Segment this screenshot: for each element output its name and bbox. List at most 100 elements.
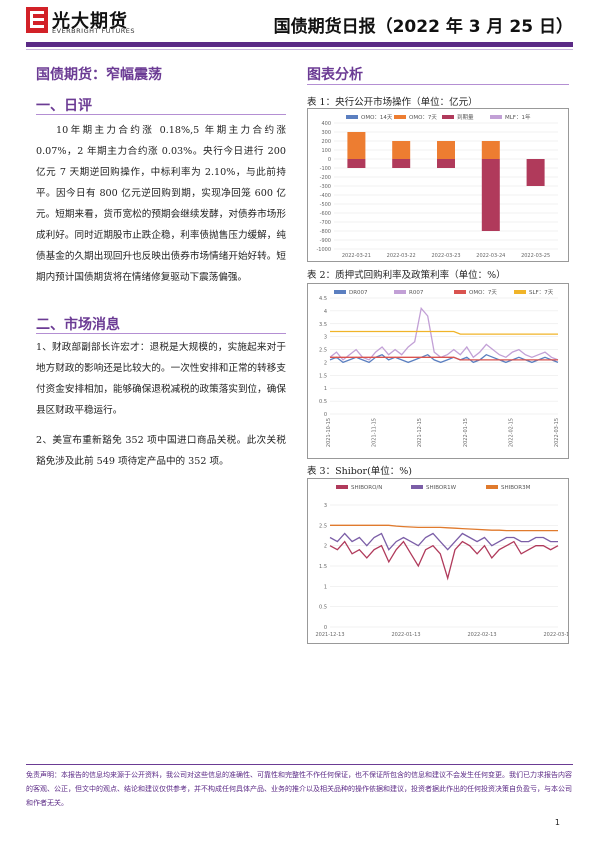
bar [392,141,411,159]
y-tick-label: -300 [320,184,331,190]
y-tick-label: -200 [320,175,331,181]
legend-swatch [336,485,348,489]
x-tick-label: 2022-03-24 [476,253,505,259]
x-tick-label: 2022-03-21 [342,253,371,259]
x-tick-label: 2021-10-15 [326,418,332,447]
legend-swatch [394,290,406,294]
series-line [329,540,559,581]
everbright-logo-icon [26,7,48,33]
y-tick-label: 4.5 [319,296,327,302]
y-tick-label: 200 [321,139,331,145]
y-tick-label: 0.5 [319,605,327,611]
section1-underline [36,114,286,115]
legend-label: 到期量 [457,114,474,121]
chart2-container: 4.5 4 3.5 3 2.5 2 1.5 1 0.5 0 2021-10-15 2021-11-15… [307,283,569,459]
y-tick-label: 2 [324,544,327,550]
section2-underline [36,333,286,334]
y-tick-label: -800 [320,229,331,235]
legend-label: OMO：14天 [361,114,393,121]
bar [392,159,411,168]
bar [481,159,500,231]
y-tick-label: 3.5 [319,322,327,328]
disclaimer-text: 免责声明：本报告的信息均来源于公开资料，我公司对这些信息的准确性、可靠性和完整性… [26,771,572,807]
page-number: 1 [554,818,560,827]
y-tick-label: 100 [321,148,331,154]
series-line [330,356,558,361]
main-title: 国债期货：窄幅震荡 [36,67,162,83]
header-thin-divider [26,49,573,50]
y-tick-label: 300 [321,130,331,136]
x-tick-label: 2022-02-13 [467,632,496,638]
legend-label: SHIBOR1W [426,485,457,491]
y-tick-label: 0 [324,412,327,418]
charts-section-underline [307,84,569,85]
section2-title: 二、市场消息 [36,317,120,333]
y-tick-label: -1000 [316,247,331,253]
news-item-1: 1、财政部副部长许宏才：退税是大规模的，实施起来对于地方财政的影响还是比较大的。… [36,342,286,416]
series-line [329,532,558,551]
y-tick-label: -500 [320,202,331,208]
y-tick-label: 0 [324,625,327,631]
bar [481,141,500,159]
bar [526,159,545,186]
y-tick-label: 3 [324,335,327,341]
legend-swatch [454,290,466,294]
y-tick-label: 4 [324,309,327,315]
chart1-omo-bar-chart: 400 300 200 100 0 -100 -200 -300 -400 -500 -600 -70… [316,113,558,259]
legend-label: MLF：1年 [505,113,531,121]
x-tick-label: 2022-01-15 [463,418,469,447]
charts-section-title: 图表分析 [307,67,363,83]
y-tick-label: 0.5 [319,399,327,405]
news-item-2: 2、美宣布重新豁免 352 项中国进口商品关税。此次关税豁免涉及此前 549 项… [36,435,286,467]
x-tick-label: 2021-11-15 [372,418,378,447]
section1-title: 一、日评 [36,98,92,114]
y-tick-label: -400 [320,193,331,199]
y-tick-label: 2.5 [319,523,327,529]
legend-label: DR007 [349,290,368,296]
report-title: 国债期货日报（2022 年 3 月 25 日） [273,17,573,37]
series-line [330,524,558,532]
legend-label: SHIBOR3M [501,485,531,491]
y-tick-label: -600 [320,211,331,217]
series-line [330,330,558,335]
x-tick-label: 2021-12-15 [417,418,423,447]
x-tick-label: 2022-03-15 [554,418,560,447]
logo-text-cn: 光大期货 [52,11,128,32]
legend-swatch [442,115,454,119]
y-tick-label: -900 [320,238,331,244]
chart3-container: 3 2.5 2 1.5 1 0.5 0 2021-12-13 2022-01-13 2022-02… [307,478,573,644]
legend-swatch [334,290,346,294]
series-line [329,353,559,364]
y-tick-label: 2.5 [319,348,327,354]
legend-swatch [490,115,502,119]
y-tick-label: 1.5 [319,373,327,379]
y-tick-label: 1 [324,584,327,590]
y-tick-label: -700 [320,220,331,226]
x-tick-label: 2021-12-13 [315,632,344,638]
header-divider [26,42,573,47]
legend-swatch [514,290,526,294]
x-tick-label: 2022-03-22 [387,253,416,259]
bar [347,159,366,168]
legend-swatch [346,115,358,119]
y-tick-label: 3 [324,503,327,509]
section1-paragraph: 10年期主力合约涨 0.18%,5 年期主力合约涨 0.07%，2 年期主力合约… [36,125,286,283]
legend-label: OMO：7天 [469,289,497,296]
table3-label: 表 3：Shibor(单位：%) [307,466,413,477]
x-tick-label: 2022-02-15 [508,418,514,447]
table2-label: 表 2：质押式回购利率及政策利率（单位：%） [307,270,506,281]
legend-label: SLF：7天 [529,289,554,296]
legend-swatch [486,485,498,489]
y-tick-label: 2 [324,360,327,366]
x-tick-label: 2022-03-23 [431,253,460,259]
table1-label: 表 1：央行公开市场操作（单位：亿元） [307,97,478,108]
footer-divider [26,764,573,765]
logo-text-en: EVERBRIGHT FUTURES [52,27,136,35]
bar [437,141,455,159]
legend-label: OMO：7天 [409,114,437,121]
legend-swatch [394,115,406,119]
bar [347,132,366,159]
x-tick-label: 2022-03-25 [521,253,550,259]
